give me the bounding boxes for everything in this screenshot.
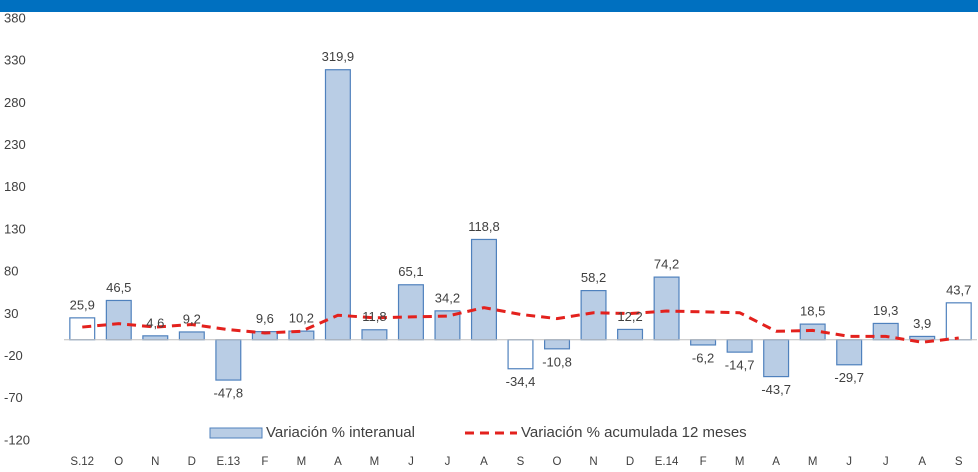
x-tick-label: A bbox=[918, 456, 926, 468]
data-label: 46,5 bbox=[106, 280, 131, 295]
data-label: 4,6 bbox=[146, 315, 164, 330]
y-tick-label: 130 bbox=[4, 221, 26, 236]
bar bbox=[105, 299, 132, 341]
x-tick-label: S bbox=[517, 456, 525, 468]
bar bbox=[69, 317, 96, 341]
x-tick-label: M bbox=[808, 456, 818, 468]
bar bbox=[653, 276, 680, 341]
x-tick-label: S.12 bbox=[70, 456, 94, 468]
y-tick-label: 230 bbox=[4, 137, 26, 152]
y-tick-label: 330 bbox=[4, 53, 26, 68]
data-label: -6,2 bbox=[692, 350, 714, 365]
data-label: -34,4 bbox=[506, 374, 536, 389]
data-label: 25,9 bbox=[70, 297, 95, 312]
x-tick-label: S bbox=[955, 456, 963, 468]
x-tick-label: D bbox=[188, 456, 196, 468]
bar bbox=[836, 339, 863, 366]
x-tick-label: A bbox=[480, 456, 488, 468]
x-tick-label: M bbox=[735, 456, 745, 468]
data-label: 10,2 bbox=[289, 311, 314, 326]
data-label: 12,2 bbox=[617, 309, 642, 324]
data-label: -43,7 bbox=[761, 382, 791, 397]
legend-swatch bbox=[209, 427, 263, 439]
data-label: 3,9 bbox=[913, 316, 931, 331]
x-tick-label: J bbox=[846, 456, 852, 468]
data-label: 19,3 bbox=[873, 303, 898, 318]
data-label: 43,7 bbox=[946, 282, 971, 297]
data-label: -10,8 bbox=[542, 354, 572, 369]
data-label: 34,2 bbox=[435, 290, 460, 305]
data-label: 9,6 bbox=[256, 311, 274, 326]
bar bbox=[215, 339, 242, 381]
data-label: 18,5 bbox=[800, 304, 825, 319]
x-tick-label: M bbox=[370, 456, 380, 468]
y-tick-label: -20 bbox=[4, 348, 23, 363]
x-tick-label: F bbox=[261, 456, 268, 468]
data-label: -29,7 bbox=[834, 370, 864, 385]
bar bbox=[763, 339, 790, 378]
bar bbox=[690, 339, 717, 346]
bar bbox=[397, 284, 424, 341]
x-tick-label: A bbox=[334, 456, 342, 468]
bar bbox=[945, 302, 972, 341]
bar bbox=[544, 339, 571, 350]
bar bbox=[617, 328, 644, 341]
y-tick-label: -70 bbox=[4, 390, 23, 405]
bar bbox=[361, 329, 388, 341]
x-tick-label: M bbox=[297, 456, 307, 468]
x-tick-label: A bbox=[772, 456, 780, 468]
data-label: 11,8 bbox=[362, 309, 386, 324]
legend-label: Variación % interanual bbox=[266, 424, 415, 441]
y-tick-label: 280 bbox=[4, 95, 26, 110]
x-tick-label: N bbox=[589, 456, 597, 468]
x-tick-label: J bbox=[445, 456, 451, 468]
x-tick-label: J bbox=[408, 456, 414, 468]
line bbox=[82, 306, 959, 344]
x-tick-label: E.13 bbox=[217, 456, 241, 468]
bar bbox=[726, 339, 753, 353]
x-tick-label: O bbox=[114, 456, 123, 468]
bar bbox=[142, 335, 169, 341]
data-label: 9,2 bbox=[183, 311, 201, 326]
data-label: 319,9 bbox=[322, 49, 355, 64]
data-label: 74,2 bbox=[654, 257, 679, 272]
data-label: -14,7 bbox=[725, 358, 755, 373]
y-tick-label: -120 bbox=[4, 432, 30, 447]
x-tick-label: E.14 bbox=[655, 456, 679, 468]
data-label: -47,8 bbox=[214, 386, 244, 401]
x-tick-label: J bbox=[883, 456, 889, 468]
y-tick-label: 80 bbox=[4, 264, 18, 279]
bar bbox=[324, 69, 351, 341]
legend-label: Variación % acumulada 12 meses bbox=[521, 424, 747, 441]
data-label: 65,1 bbox=[398, 264, 423, 279]
x-tick-label: F bbox=[700, 456, 707, 468]
x-tick-label: N bbox=[151, 456, 159, 468]
y-tick-label: 30 bbox=[4, 306, 18, 321]
x-tick-label: O bbox=[553, 456, 562, 468]
bar bbox=[580, 289, 607, 341]
bar bbox=[178, 331, 205, 341]
x-tick-label: D bbox=[626, 456, 634, 468]
bar bbox=[507, 339, 534, 370]
y-tick-label: 180 bbox=[4, 179, 26, 194]
header-banner bbox=[0, 0, 978, 12]
bar bbox=[470, 238, 497, 341]
y-tick-label: 380 bbox=[4, 10, 26, 25]
data-label: 58,2 bbox=[581, 270, 606, 285]
data-label: 118,8 bbox=[468, 219, 500, 234]
